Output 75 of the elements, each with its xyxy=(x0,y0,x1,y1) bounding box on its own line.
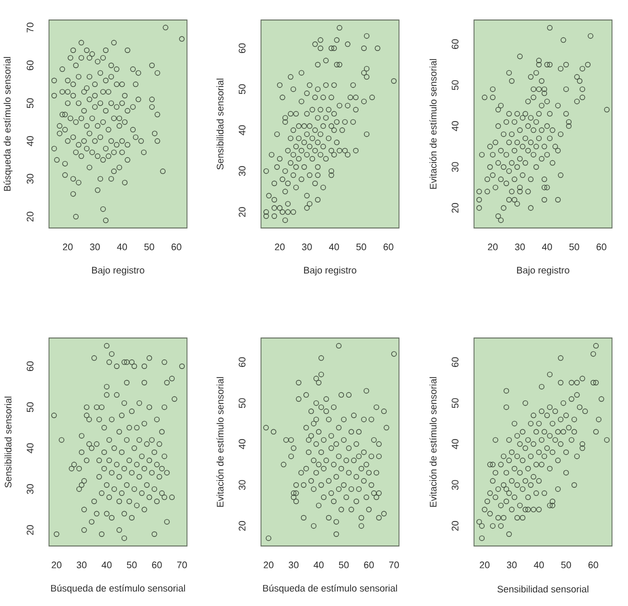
y-tick-label: 50 xyxy=(452,398,458,408)
y-tick-label: 40 xyxy=(238,439,246,450)
y-tick-label: 60 xyxy=(452,357,458,367)
x-axis-title: Bajo registro xyxy=(92,266,144,276)
x-tick-label: 30 xyxy=(288,562,299,568)
y-tick-label: 20 xyxy=(26,212,34,222)
y-tick-label: 30 xyxy=(26,174,34,184)
x-tick-label: 20 xyxy=(52,562,62,568)
y-tick-label: 60 xyxy=(26,361,34,372)
x-tick-label: 40 xyxy=(117,244,127,250)
x-axis-title: Bajo registro xyxy=(517,266,570,276)
y-tick-label: 60 xyxy=(238,357,246,367)
y-axis-title: Evitación de estímulo sensorial xyxy=(429,377,437,507)
y-tick-label: 40 xyxy=(238,125,246,136)
x-tick-label: 40 xyxy=(314,562,324,568)
y-tick-label: 50 xyxy=(238,84,246,94)
y-tick-label: 60 xyxy=(26,60,34,70)
y-tick-label: 30 xyxy=(452,162,458,172)
y-tick-label: 50 xyxy=(26,98,34,108)
x-tick-label: 20 xyxy=(488,244,498,250)
x-tick-label: 50 xyxy=(338,562,349,568)
x-tick-label: 20 xyxy=(480,562,490,568)
x-tick-label: 20 xyxy=(264,562,274,568)
x-axis-title: Búsqueda de estímulo sensorial xyxy=(263,584,397,594)
y-axis-title: Búsqueda de estímulo sensorial xyxy=(4,57,12,191)
x-tick-label: 40 xyxy=(542,244,552,250)
x-tick-label: 60 xyxy=(596,244,606,250)
x-tick-label: 60 xyxy=(384,244,394,250)
x-tick-label: 50 xyxy=(356,244,366,250)
y-tick-label: 40 xyxy=(452,439,458,450)
y-tick-label: 50 xyxy=(26,402,34,412)
y-tick-label: 60 xyxy=(452,39,458,49)
y-tick-label: 20 xyxy=(26,525,34,535)
y-tick-label: 30 xyxy=(452,480,458,490)
y-tick-label: 40 xyxy=(26,443,34,454)
x-tick-label: 40 xyxy=(534,562,544,568)
x-tick-label: 60 xyxy=(152,562,162,568)
x-tick-label: 60 xyxy=(172,244,182,250)
x-tick-label: 50 xyxy=(126,562,137,568)
y-tick-label: 60 xyxy=(238,43,246,54)
x-tick-label: 70 xyxy=(177,562,187,568)
x-tick-label: 20 xyxy=(62,244,73,250)
y-tick-label: 30 xyxy=(26,484,34,494)
y-tick-label: 40 xyxy=(26,136,34,146)
x-tick-label: 30 xyxy=(302,244,312,250)
x-tick-label: 50 xyxy=(569,244,580,250)
x-tick-label: 60 xyxy=(364,562,374,568)
y-tick-label: 30 xyxy=(238,480,246,490)
y-tick-label: 30 xyxy=(238,166,246,176)
y-tick-label: 70 xyxy=(26,22,34,32)
y-axis-title: Evitación de estímulo sensorial xyxy=(216,377,224,507)
x-axis-title: Búsqueda de estímulo sensorial xyxy=(51,584,185,594)
x-tick-label: 30 xyxy=(90,244,100,250)
y-tick-label: 50 xyxy=(452,80,458,90)
y-tick-label: 50 xyxy=(238,398,246,408)
y-axis-title: Evitación de estímulo sensorial xyxy=(429,59,437,189)
y-tick-label: 20 xyxy=(452,521,458,531)
x-tick-label: 30 xyxy=(514,244,525,250)
x-tick-label: 50 xyxy=(144,244,154,250)
x-tick-label: 40 xyxy=(102,562,112,568)
x-tick-label: 20 xyxy=(274,244,285,250)
y-axis-title: Sensibilidad sensorial xyxy=(4,396,12,488)
y-tick-label: 20 xyxy=(452,203,458,213)
y-tick-label: 20 xyxy=(238,521,246,531)
x-tick-label: 70 xyxy=(389,562,399,568)
y-tick-label: 20 xyxy=(238,207,246,217)
x-tick-label: 30 xyxy=(506,562,517,568)
x-tick-label: 60 xyxy=(588,562,598,568)
x-tick-label: 40 xyxy=(329,244,339,250)
x-axis-title: Sensibilidad sensorial xyxy=(498,586,588,592)
y-tick-label: 40 xyxy=(452,121,458,132)
y-axis-title: Sensibilidad sensorial xyxy=(216,78,224,170)
x-tick-label: 50 xyxy=(561,562,572,568)
x-tick-label: 30 xyxy=(76,562,87,568)
x-axis-title: Bajo registro xyxy=(304,266,356,276)
